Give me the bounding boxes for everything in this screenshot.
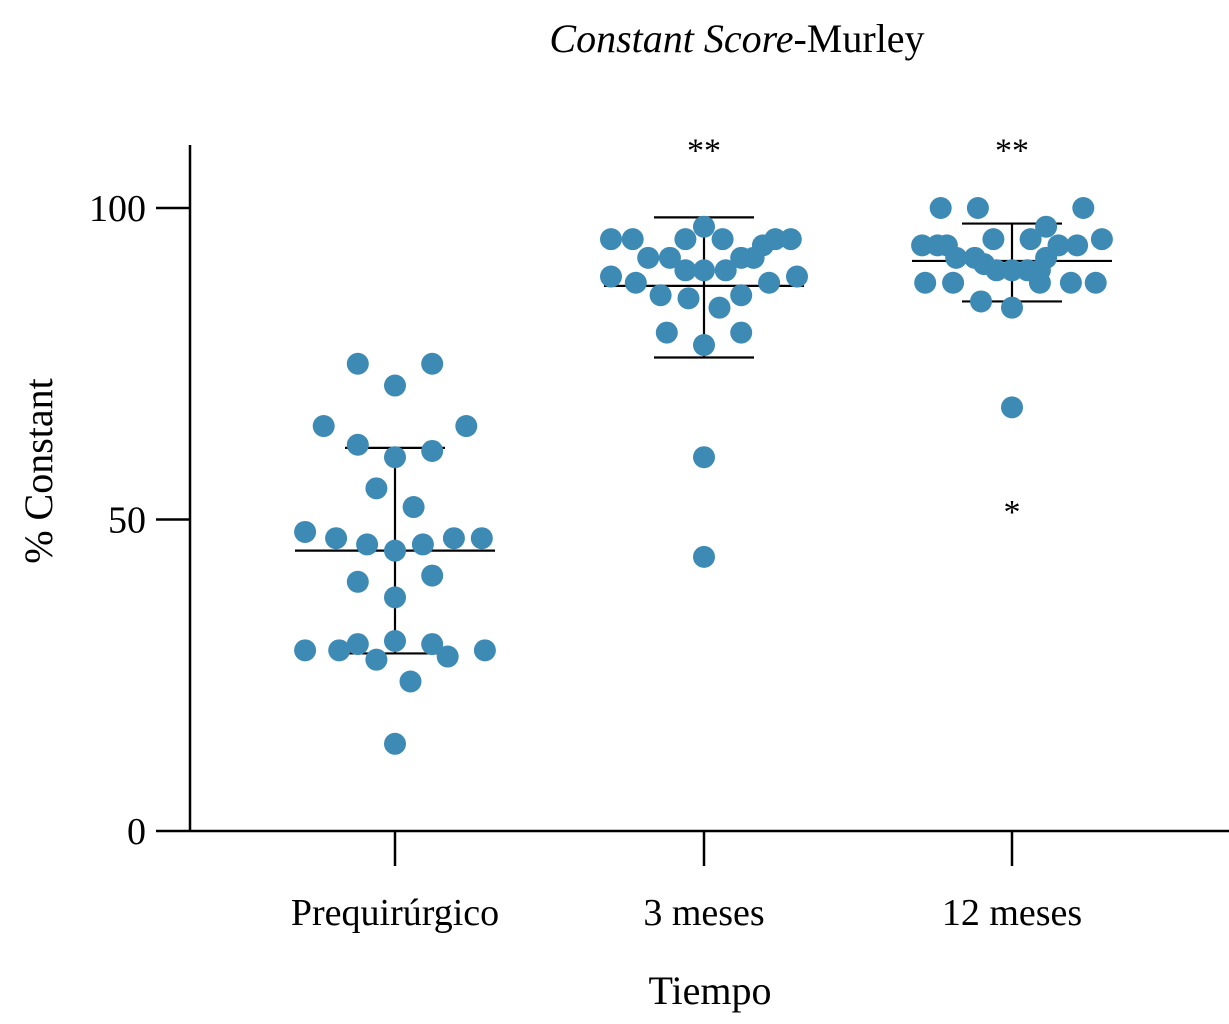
data-point xyxy=(1059,271,1082,294)
y-tick-label: 0 xyxy=(127,811,146,853)
data-point xyxy=(346,633,369,656)
data-point xyxy=(600,265,622,288)
significance-marks: ** *** xyxy=(687,132,1029,530)
data-point xyxy=(421,439,444,462)
y-axis-ticks: 0 50 100 xyxy=(89,188,190,853)
data-point xyxy=(624,271,647,294)
data-point xyxy=(1028,271,1051,294)
data-point xyxy=(914,271,937,294)
chart-title-rest: -Murley xyxy=(793,16,924,61)
data-point xyxy=(929,197,952,219)
chart-title-italic: Constant Score xyxy=(549,16,793,61)
data-point xyxy=(600,228,622,251)
data-point xyxy=(711,228,734,251)
data-point xyxy=(714,259,737,282)
data-point xyxy=(730,284,753,307)
data-point xyxy=(346,433,369,456)
data-point xyxy=(693,215,715,238)
data-point xyxy=(402,496,425,519)
data-point xyxy=(436,645,459,668)
data-point xyxy=(455,415,478,438)
data-point xyxy=(674,259,697,282)
data-point xyxy=(365,648,388,671)
significance-marker: ** xyxy=(687,132,721,169)
data-point xyxy=(982,228,1005,251)
data-point xyxy=(693,446,715,469)
data-point xyxy=(655,321,678,344)
x-tick-label: 12 meses xyxy=(942,892,1082,934)
data-point xyxy=(411,533,434,556)
data-point xyxy=(294,520,317,543)
x-axis-title: Tiempo xyxy=(648,968,771,1013)
data-point xyxy=(1084,271,1107,294)
significance-marker: * xyxy=(1004,494,1021,531)
data-point xyxy=(356,533,379,556)
data-point xyxy=(384,732,406,755)
data-point xyxy=(779,228,802,251)
data-point xyxy=(970,290,992,313)
data-point xyxy=(365,477,388,500)
data-point xyxy=(942,271,965,294)
data-point xyxy=(1001,296,1023,319)
y-axis-title: % Constant xyxy=(16,378,61,564)
x-axis-ticks: Prequirúrgico 3 meses 12 meses xyxy=(291,831,1082,934)
data-point xyxy=(1019,228,1042,251)
data-point xyxy=(658,246,681,269)
data-point xyxy=(758,271,781,294)
x-tick-label: Prequirúrgico xyxy=(291,892,499,934)
data-point xyxy=(742,246,765,269)
data-point xyxy=(384,629,406,652)
data-point xyxy=(1072,197,1095,219)
mean-sd-bars xyxy=(295,216,1112,655)
data-point xyxy=(1001,259,1023,282)
data-point xyxy=(693,334,715,357)
data-point xyxy=(674,228,697,251)
data-point xyxy=(1001,396,1023,419)
data-point xyxy=(911,234,934,257)
data-point xyxy=(384,374,406,397)
y-tick-label: 100 xyxy=(89,188,146,230)
data-point xyxy=(649,284,672,307)
data-point xyxy=(1035,215,1058,238)
data-point xyxy=(312,415,335,438)
data-point xyxy=(328,639,351,662)
data-point xyxy=(384,586,406,609)
data-point xyxy=(470,527,493,550)
data-point xyxy=(708,296,731,319)
data-point xyxy=(637,246,660,269)
significance-marker: ** xyxy=(995,132,1029,169)
data-point xyxy=(693,259,715,282)
data-point xyxy=(421,564,444,587)
data-point xyxy=(1066,234,1089,257)
data-point xyxy=(621,228,644,251)
data-point xyxy=(945,246,968,269)
data-point xyxy=(325,527,348,550)
data-point xyxy=(294,639,317,662)
data-point xyxy=(346,352,369,375)
x-tick-label: 3 meses xyxy=(643,892,764,934)
data-point xyxy=(677,287,700,310)
data-point xyxy=(1090,228,1113,251)
data-point xyxy=(399,670,422,693)
y-tick-label: 50 xyxy=(108,500,146,542)
data-point xyxy=(693,545,715,568)
data-point xyxy=(442,527,465,550)
data-point xyxy=(966,197,989,219)
data-point xyxy=(421,352,444,375)
data-point xyxy=(473,639,496,662)
data-point xyxy=(421,633,444,656)
data-point xyxy=(384,446,406,469)
data-point xyxy=(786,265,808,288)
data-point xyxy=(384,539,406,562)
chart-title: Constant Score-Murley xyxy=(549,16,924,61)
data-points xyxy=(294,197,1113,755)
data-point xyxy=(346,570,369,593)
data-point xyxy=(985,259,1008,282)
data-point xyxy=(730,321,753,344)
